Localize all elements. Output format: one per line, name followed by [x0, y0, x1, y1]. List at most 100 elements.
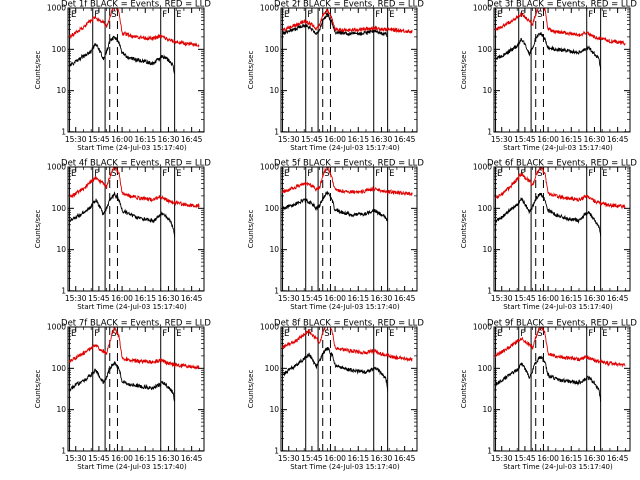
x-tick-label: 15:30 — [278, 294, 300, 303]
panel-det-7: Det 7f BLACK = Events, RED = LLD 1 10 100 10… — [34, 319, 211, 472]
x-tick-label: 16:15 — [560, 294, 582, 303]
x-tick-label: 16:15 — [134, 294, 156, 303]
marker-label: E — [284, 329, 289, 339]
x-tick-label: 15:30 — [278, 135, 300, 144]
marker-label: S — [111, 169, 116, 179]
x-axis-label: Start Time (24-Jul-03 15:17:40) — [503, 144, 613, 152]
plot-frame — [280, 326, 418, 452]
x-axis-label: Start Time (24-Jul-03 15:17:40) — [77, 144, 187, 152]
lld-series-line — [69, 167, 200, 209]
x-tick-label: 16:00 — [324, 135, 346, 144]
x-tick-label: 16:30 — [371, 294, 393, 303]
y-tick-label: 1 — [487, 286, 492, 295]
x-tick-label: 16:45 — [607, 294, 629, 303]
x-tick-label: 16:00 — [324, 294, 346, 303]
events-series-line — [69, 191, 176, 238]
panel-det-2: Det 2f BLACK = Events, RED = LLD 1 10 100 10… — [247, 0, 424, 152]
panel-title: Det 3f BLACK = Events, RED = LLD — [487, 0, 637, 10]
y-tick-label: 100 — [478, 204, 493, 213]
y-tick-label: 1 — [274, 127, 279, 136]
y-tick-label: 100 — [265, 45, 280, 54]
y-tick-label: 1000 — [260, 163, 279, 172]
panel-title: Det 9f BLACK = Events, RED = LLD — [487, 319, 637, 329]
x-axis-label: Start Time (24-Jul-03 15:17:40) — [77, 463, 187, 471]
marker-label: F — [588, 169, 593, 179]
panel-title: Det 5f BLACK = Events, RED = LLD — [274, 159, 424, 169]
x-tick-label: 15:30 — [491, 294, 513, 303]
panel-title: Det 6f BLACK = Events, RED = LLD — [487, 159, 637, 169]
plot-frame — [493, 326, 631, 452]
y-axis-label: Counts/sec — [460, 210, 468, 249]
lld-series-line — [69, 327, 200, 370]
y-tick-label: 10 — [482, 405, 492, 414]
marker-label: E — [602, 169, 607, 179]
y-axis-label: Counts/sec — [460, 370, 468, 409]
plot-frame — [67, 166, 205, 292]
marker-label: S — [324, 329, 329, 339]
marker-label: E — [389, 10, 394, 20]
y-tick-label: 100 — [265, 204, 280, 213]
x-tick-label: 16:45 — [181, 294, 203, 303]
y-tick-label: 1000 — [47, 163, 66, 172]
marker-label: E — [176, 169, 181, 179]
x-tick-label: 16:00 — [111, 135, 133, 144]
y-tick-label: 1000 — [473, 163, 492, 172]
marker-label: E — [389, 329, 394, 339]
marker-label: F — [162, 329, 167, 339]
marker-label: F — [307, 10, 312, 20]
marker-label: E — [389, 169, 394, 179]
panel-title: Det 8f BLACK = Events, RED = LLD — [274, 319, 424, 329]
y-axis-label: Counts/sec — [34, 210, 42, 249]
y-tick-label: 10 — [482, 245, 492, 254]
events-series-line — [69, 360, 175, 402]
x-tick-label: 15:45 — [514, 294, 536, 303]
x-tick-label: 16:30 — [371, 135, 393, 144]
y-tick-label: 100 — [478, 364, 493, 373]
x-tick-label: 16:30 — [584, 294, 606, 303]
marker-label: E — [497, 329, 502, 339]
x-tick-label: 16:30 — [584, 454, 606, 463]
marker-label: E — [284, 10, 289, 20]
x-tick-label: 15:45 — [88, 135, 110, 144]
y-tick-label: 100 — [265, 364, 280, 373]
y-tick-label: 100 — [478, 45, 493, 54]
marker-label: F — [520, 329, 525, 339]
events-series-line — [282, 346, 389, 392]
panel-title: Det 2f BLACK = Events, RED = LLD — [274, 0, 424, 10]
marker-label: E — [497, 169, 502, 179]
events-series-line — [495, 355, 602, 403]
x-tick-label: 16:15 — [560, 454, 582, 463]
y-axis-label: Counts/sec — [460, 51, 468, 90]
x-tick-label: 16:00 — [537, 135, 559, 144]
x-axis-label: Start Time (24-Jul-03 15:17:40) — [503, 463, 613, 471]
panel-det-5: Det 5f BLACK = Events, RED = LLD 1 10 100 10… — [247, 159, 424, 312]
lld-series-line — [495, 167, 626, 210]
y-tick-label: 1000 — [47, 323, 66, 332]
marker-label: E — [284, 169, 289, 179]
marker-label: S — [111, 10, 116, 20]
panel-title: Det 7f BLACK = Events, RED = LLD — [61, 319, 211, 329]
x-tick-label: 15:45 — [301, 454, 323, 463]
panel-title: Det 1f BLACK = Events, RED = LLD — [61, 0, 211, 10]
marker-label: F — [307, 169, 312, 179]
plot-frame — [280, 166, 418, 292]
y-tick-label: 1 — [274, 446, 279, 455]
x-tick-label: 16:15 — [134, 454, 156, 463]
x-tick-label: 16:30 — [158, 294, 180, 303]
marker-label: F — [94, 10, 99, 20]
y-tick-label: 10 — [56, 86, 66, 95]
panel-det-9: Det 9f BLACK = Events, RED = LLD 1 10 100 10… — [460, 319, 637, 472]
panel-det-4: Det 4f BLACK = Events, RED = LLD 1 10 100 10… — [34, 159, 211, 312]
x-tick-label: 16:15 — [560, 135, 582, 144]
marker-label: F — [162, 169, 167, 179]
x-tick-label: 15:45 — [88, 454, 110, 463]
x-axis-label: Start Time (24-Jul-03 15:17:40) — [290, 144, 400, 152]
x-tick-label: 16:00 — [111, 454, 133, 463]
events-series-line — [69, 35, 176, 74]
lld-series-line — [495, 327, 626, 368]
y-tick-label: 10 — [56, 405, 66, 414]
x-tick-label: 15:30 — [65, 454, 87, 463]
panel-det-1: Det 1f BLACK = Events, RED = LLD 1 10 100 10… — [34, 0, 211, 152]
plot-frame — [67, 326, 205, 452]
x-tick-label: 16:15 — [134, 135, 156, 144]
